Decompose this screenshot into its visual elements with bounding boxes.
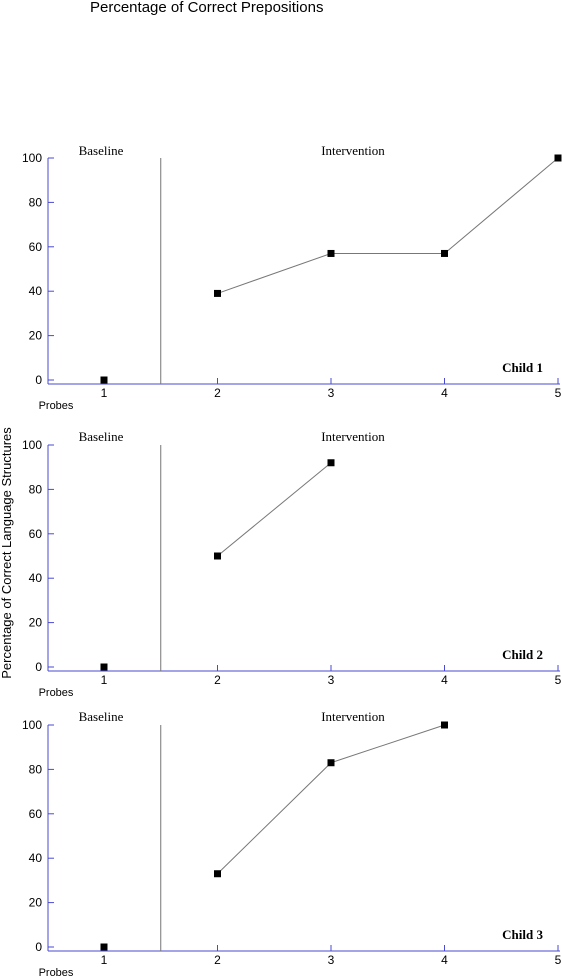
x-tick-label: 4: [441, 386, 448, 400]
y-tick-label: 80: [29, 762, 43, 776]
y-axis-label: Percentage of Correct Language Structure…: [0, 427, 14, 679]
data-point: [327, 249, 335, 257]
phase-label-intervention: Intervention: [321, 143, 385, 158]
y-tick-label: 80: [29, 482, 43, 496]
y-tick-label: 40: [29, 571, 43, 585]
x-tick-label: 2: [214, 673, 221, 687]
y-tick-label: 100: [22, 151, 42, 165]
y-tick-label: 20: [29, 616, 43, 630]
x-tick-label: 3: [328, 673, 335, 687]
x-tick-label: 3: [328, 386, 335, 400]
series-line: [217, 462, 332, 557]
data-point: [214, 552, 221, 560]
panel-name: Child 3: [502, 927, 543, 942]
x-tick-label: 1: [101, 386, 108, 400]
x-tick-label: 2: [214, 953, 221, 967]
x-tick-label: 2: [214, 386, 221, 400]
x-tick-label: 1: [101, 953, 108, 967]
y-tick-label: 60: [29, 807, 43, 821]
data-point: [441, 721, 448, 729]
y-tick-label: 100: [22, 438, 42, 452]
phase-label-baseline: Baseline: [79, 143, 124, 158]
y-tick-label: 0: [35, 373, 42, 387]
x-axis-label: Probes: [39, 400, 74, 412]
x-tick-label: 5: [555, 386, 562, 400]
x-tick-label: 5: [555, 953, 562, 967]
data-point: [100, 943, 108, 951]
y-tick-label: 0: [35, 940, 42, 954]
y-tick-label: 0: [35, 660, 42, 674]
panel-1: 0 20 40 60 80 100 1 2 3 4 5 Probes Baseline Intervent…: [22, 143, 562, 412]
x-tick-label: 4: [441, 673, 448, 687]
data-point: [327, 459, 335, 467]
y-tick-label: 60: [29, 527, 43, 541]
x-tick-label: 3: [328, 953, 335, 967]
y-tick-label: 40: [29, 851, 43, 865]
y-tick-label: 20: [29, 329, 43, 343]
y-tick-label: 100: [22, 718, 42, 732]
y-tick-label: 80: [29, 195, 43, 209]
chart-title: Percentage of Correct Prepositions: [90, 0, 323, 16]
data-point: [327, 759, 335, 767]
data-point: [100, 663, 108, 671]
x-tick-label: 1: [101, 673, 108, 687]
phase-label-baseline: Baseline: [79, 429, 124, 444]
panel-name: Child 1: [502, 360, 543, 375]
data-point: [100, 376, 108, 384]
x-axis-label: Probes: [39, 687, 74, 699]
phase-label-intervention: Intervention: [321, 709, 385, 724]
panel-3: 0 20 40 60 80 100 1 2 3 4 5 Probes Baseline Intervent…: [22, 709, 562, 978]
y-tick-label: 40: [29, 284, 43, 298]
phase-label-baseline: Baseline: [79, 709, 124, 724]
data-point: [441, 249, 448, 257]
data-point: [554, 154, 562, 162]
x-tick-label: 5: [555, 673, 562, 687]
panel-2: 0 20 40 60 80 100 1 2 3 4 5 Probes Baseline Intervent…: [22, 429, 562, 699]
series-line: [217, 157, 559, 294]
x-tick-label: 4: [441, 953, 448, 967]
x-axis-label: Probes: [39, 967, 74, 978]
y-tick-label: 20: [29, 896, 43, 910]
y-tick-label: 60: [29, 240, 43, 254]
data-point: [214, 870, 221, 878]
series-line: [217, 724, 445, 875]
phase-label-intervention: Intervention: [321, 429, 385, 444]
data-point: [214, 289, 221, 297]
panel-name: Child 2: [502, 647, 543, 662]
